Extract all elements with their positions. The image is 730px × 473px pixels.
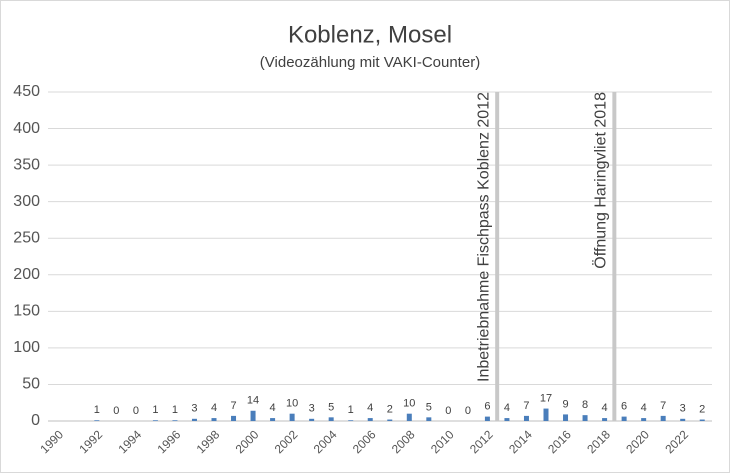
bar [582, 415, 588, 421]
bar [328, 417, 334, 421]
bar [504, 418, 510, 421]
data-label: 1 [172, 404, 178, 416]
data-label: 10 [286, 398, 298, 410]
bar [152, 420, 158, 421]
bar [523, 415, 529, 421]
y-tick-label: 200 [13, 266, 40, 283]
data-label: 0 [465, 405, 471, 417]
bar [641, 418, 647, 421]
bar [348, 420, 354, 421]
data-label: 10 [403, 398, 415, 410]
data-label: 4 [504, 402, 510, 414]
data-label: 7 [660, 400, 666, 412]
bar [309, 418, 315, 421]
data-label: 1 [348, 404, 354, 416]
bar [602, 418, 608, 421]
annotation-text: Inbetriebnahme Fischpass Koblenz 2012 [475, 92, 492, 382]
y-tick-label: 0 [31, 412, 40, 429]
bar [660, 415, 666, 421]
bar [699, 419, 705, 421]
data-label: 17 [540, 392, 552, 404]
bar [191, 418, 197, 421]
data-label: 1 [152, 404, 158, 416]
bar [426, 417, 432, 421]
y-tick-label: 300 [13, 193, 40, 210]
data-label: 5 [328, 401, 334, 413]
bar [94, 420, 100, 421]
annotation-text: Öffnung Haringvliet 2018 [592, 92, 610, 269]
data-label: 5 [426, 401, 432, 413]
bar [172, 420, 178, 421]
bar [367, 418, 373, 421]
y-tick-label: 150 [13, 303, 40, 320]
data-label: 6 [621, 401, 627, 413]
bar [621, 416, 627, 421]
data-label: 0 [113, 405, 119, 417]
bar [211, 418, 217, 421]
y-tick-label: 250 [13, 229, 40, 246]
bar [680, 418, 686, 421]
chart-title: Koblenz, Mosel [288, 21, 452, 48]
bar [270, 418, 276, 421]
y-tick-label: 50 [22, 376, 40, 393]
data-label: 3 [191, 403, 197, 415]
data-label: 8 [582, 399, 588, 411]
data-label: 7 [230, 400, 236, 412]
data-label: 4 [367, 402, 373, 414]
data-label: 3 [309, 403, 315, 415]
bar [387, 419, 393, 421]
bar [289, 413, 295, 421]
data-label: 2 [699, 403, 705, 415]
data-label: 3 [680, 403, 686, 415]
bar [484, 416, 490, 421]
bar [231, 415, 237, 421]
bar [250, 410, 256, 421]
y-tick-label: 450 [13, 83, 40, 100]
data-label: 4 [602, 402, 608, 414]
data-label: 4 [641, 402, 647, 414]
bar [406, 413, 412, 421]
data-label: 6 [484, 401, 490, 413]
y-tick-label: 100 [13, 339, 40, 356]
data-label: 9 [562, 398, 568, 410]
y-tick-label: 400 [13, 120, 40, 137]
data-label: 4 [211, 402, 217, 414]
data-label: 14 [247, 395, 259, 407]
data-label: 0 [133, 405, 139, 417]
bar [563, 414, 569, 421]
data-label: 1 [94, 404, 100, 416]
bar [543, 408, 549, 421]
y-tick-label: 350 [13, 156, 40, 173]
data-label: 0 [445, 405, 451, 417]
data-label: 7 [523, 400, 529, 412]
data-label: 2 [387, 403, 393, 415]
data-label: 4 [270, 402, 276, 414]
chart-subtitle: (Videozählung mit VAKI-Counter) [260, 54, 480, 71]
